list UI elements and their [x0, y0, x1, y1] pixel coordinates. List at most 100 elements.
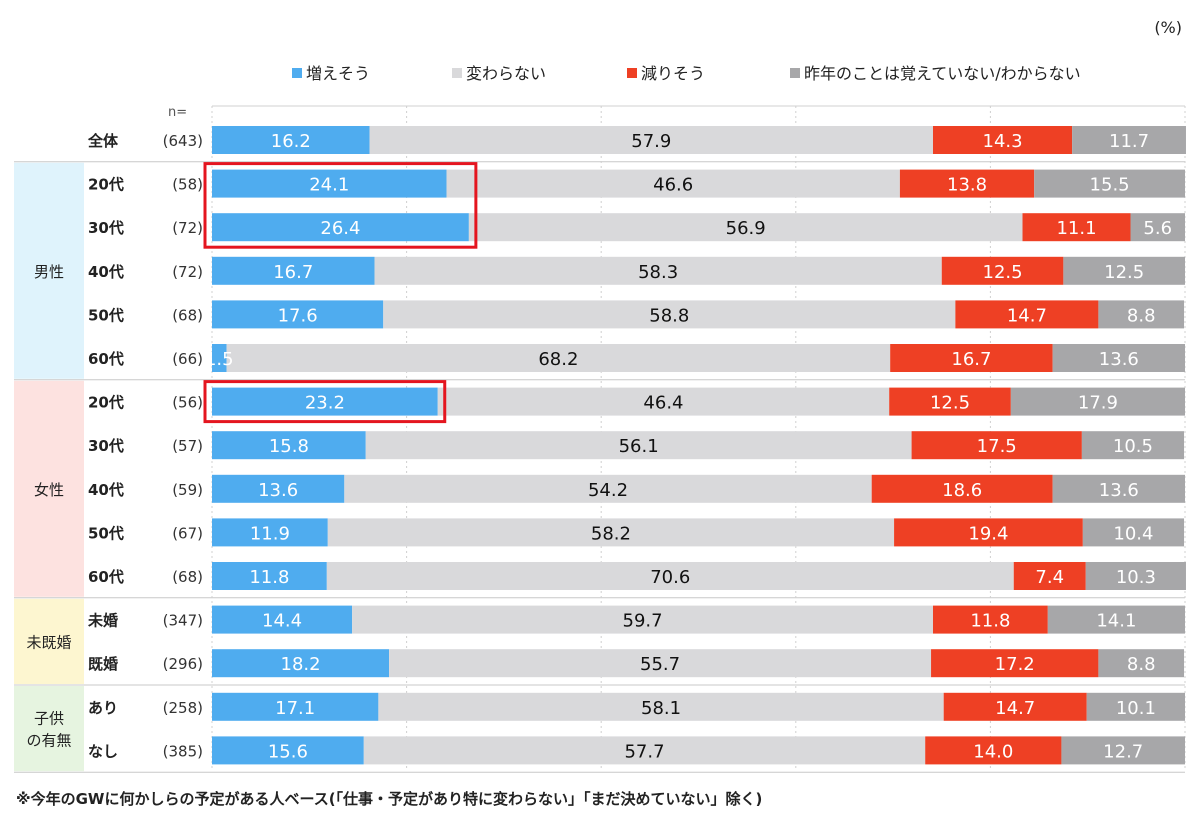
- bar-segment: [899, 169, 1035, 198]
- data-label: 54.2: [588, 480, 628, 501]
- legend-label: 増えそう: [306, 64, 370, 83]
- bar-segment: [369, 126, 933, 154]
- data-label: 59.7: [623, 611, 663, 632]
- bar-segment: [1022, 213, 1131, 242]
- bar-segment: [925, 736, 1062, 765]
- bar-segment: [911, 431, 1082, 460]
- legend-swatch: [627, 68, 637, 78]
- data-label: 11.8: [970, 611, 1010, 632]
- row-n: (67): [172, 524, 203, 542]
- legend-swatch: [292, 68, 302, 78]
- data-label: 68.2: [538, 349, 578, 370]
- bar-segment: [326, 562, 1014, 590]
- data-label: 17.9: [1078, 393, 1118, 414]
- data-label: 15.6: [268, 741, 308, 762]
- data-label: 10.5: [1113, 436, 1153, 457]
- data-label: 14.3: [983, 131, 1023, 152]
- group-label: 女性: [34, 481, 64, 499]
- row-label: なし: [88, 742, 118, 760]
- bar-segment: [1013, 562, 1086, 590]
- data-label: 10.1: [1116, 698, 1156, 719]
- legend-label: 減りそう: [641, 64, 705, 83]
- bar-segment: [1130, 213, 1185, 242]
- bar-segment: [1082, 518, 1185, 547]
- row-label: 全体: [87, 132, 119, 150]
- data-label: 14.1: [1096, 611, 1136, 632]
- data-label: 58.2: [591, 523, 631, 544]
- row-n: (57): [172, 437, 203, 455]
- unit-label: (%): [1154, 18, 1182, 37]
- bar-segment: [955, 300, 1099, 329]
- data-label: 26.4: [320, 218, 360, 239]
- group-background: [14, 598, 84, 684]
- data-label: 23.2: [305, 393, 345, 414]
- bar-segment: [212, 474, 345, 503]
- legend-swatch: [452, 68, 462, 78]
- data-label: 58.8: [649, 305, 689, 326]
- row-n: (643): [163, 132, 203, 150]
- data-label: 18.6: [942, 480, 982, 501]
- bar-segment: [943, 692, 1087, 721]
- group-background: [14, 162, 84, 379]
- bar-segment: [941, 256, 1064, 285]
- highlight-box: [203, 162, 478, 249]
- row-label: 30代: [88, 437, 124, 455]
- bar-segment: [1086, 692, 1185, 721]
- row-n: (258): [163, 699, 203, 717]
- bar-segment: [1052, 474, 1185, 503]
- data-label: 13.8: [947, 175, 987, 196]
- group-label: 未既婚: [26, 633, 71, 651]
- row-label: 40代: [88, 263, 124, 281]
- bar-segment: [1061, 736, 1185, 765]
- data-label: 17.6: [278, 305, 318, 326]
- data-label: 70.6: [650, 567, 690, 588]
- row-label: 20代: [88, 394, 124, 412]
- bar-segment: [352, 605, 933, 634]
- bar-segment: [212, 518, 328, 547]
- bar-segment: [344, 474, 872, 503]
- bar-segment: [1081, 431, 1185, 460]
- bar-segment: [437, 387, 890, 416]
- bar-segment: [212, 256, 375, 285]
- row-n: (58): [172, 176, 203, 194]
- highlight-box: [203, 380, 447, 424]
- bar-segment: [212, 692, 379, 721]
- group-background: [14, 380, 84, 597]
- row-n: (68): [172, 306, 203, 324]
- bar-segment: [931, 649, 1099, 678]
- data-label: 57.9: [631, 131, 671, 152]
- data-label: 12.5: [1104, 262, 1144, 283]
- n-header: n=: [168, 105, 187, 120]
- row-n: (385): [163, 742, 203, 760]
- data-label: 1.5: [205, 349, 234, 370]
- data-label: 14.7: [1007, 305, 1047, 326]
- bar-segment: [212, 562, 327, 590]
- bar-segment: [212, 431, 366, 460]
- data-label: 11.1: [1056, 218, 1096, 239]
- bar-segment: [890, 344, 1053, 372]
- bar-segment: [212, 213, 469, 242]
- row-label: 50代: [88, 306, 124, 324]
- bar-segment: [212, 300, 384, 329]
- bar-segment: [212, 344, 227, 372]
- data-label: 16.7: [951, 349, 991, 370]
- data-label: 11.7: [1109, 131, 1149, 152]
- data-label: 46.4: [643, 393, 683, 414]
- data-label: 19.4: [968, 523, 1008, 544]
- data-label: 11.9: [250, 523, 290, 544]
- data-label: 14.7: [995, 698, 1035, 719]
- row-label: 40代: [88, 481, 124, 499]
- row-label: 60代: [88, 568, 124, 586]
- bar-segment: [365, 431, 912, 460]
- row-label: 20代: [88, 176, 124, 194]
- bar-segment: [363, 736, 926, 765]
- data-label: 8.8: [1127, 654, 1156, 675]
- row-label: 30代: [88, 219, 124, 237]
- bar-segment: [889, 387, 1011, 416]
- bar-segment: [212, 169, 447, 198]
- legend-label: 変わらない: [466, 64, 546, 83]
- row-n: (59): [172, 481, 203, 499]
- data-label: 58.3: [638, 262, 678, 283]
- bar-segment: [1063, 256, 1185, 285]
